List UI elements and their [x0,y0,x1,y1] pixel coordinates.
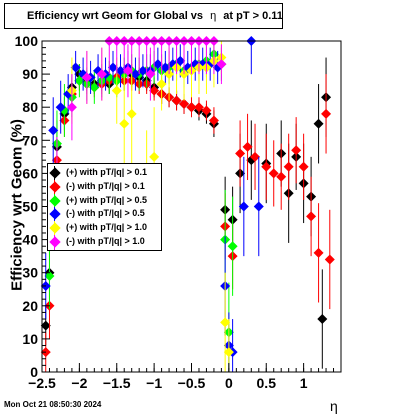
x-tick-label: −2.5 [28,375,56,391]
data-point [108,62,119,73]
legend-marker [49,236,61,248]
x-tick-label: 0.5 [257,375,277,391]
data-point [313,118,324,129]
title-suffix: at pT > 0.11 [223,10,283,22]
legend-marker [49,194,61,207]
x-tick-label: −0.5 [178,375,206,391]
data-point [122,65,133,76]
y-tick-label: 40 [22,232,38,248]
data-point [227,241,238,252]
y-tick-label: 10 [22,331,38,347]
data-point [126,108,137,119]
data-point [44,271,55,282]
data-point [313,247,324,258]
legend-label: (-) with pT/|q| > 0.5 [66,208,145,219]
data-point [250,151,261,162]
y-tick-label: 30 [22,265,38,281]
data-point [291,145,302,156]
legend-entry: (+) with pT/|q| > 0.5 [48,193,161,209]
x-tick-label: −1 [146,375,162,391]
data-point [74,75,85,86]
data-point [201,105,212,116]
x-tick-label: 0 [225,375,233,391]
legend-entry: (-) with pT/|q| > 1.0 [48,235,161,250]
title-prefix: Efficiency wrt Geom for Global vs [27,10,204,22]
y-tick-label: 90 [22,66,38,82]
legend: (+) with pT/|q| > 0.1 (-) with pT/|q| > 0… [47,163,162,251]
data-point [149,85,160,96]
data-point [152,59,163,70]
plot-title: Efficiency wrt Geom for Global vs η at p… [27,10,283,22]
data-point [55,102,66,113]
legend-label: (+) with pT/|q| > 1.0 [66,222,148,233]
data-point [89,82,100,93]
data-point [324,254,335,265]
data-point [242,141,253,152]
data-point [59,105,70,116]
data-point [317,314,328,325]
data-point [137,65,148,76]
data-point [306,211,317,222]
legend-marker [49,167,61,179]
x-tick-label: −2 [71,375,87,391]
data-point [298,161,309,172]
legend-marker [49,208,61,221]
y-tick-label: 100 [15,33,39,49]
legend-marker [49,222,61,234]
y-tick-label: 20 [22,298,38,314]
title-eta: η [210,10,217,22]
legend-entry: (-) with pT/|q| > 0.1 [48,179,161,195]
data-point [171,95,182,106]
data-point [268,168,279,179]
data-point [235,148,246,159]
data-point [111,85,122,96]
legend-entry: (-) with pT/|q| > 0.5 [48,207,161,223]
data-point [186,102,197,113]
legend-label: (-) with pT/|q| > 0.1 [66,180,145,191]
data-point [115,65,126,76]
legend-marker [49,181,61,193]
data-point [119,118,130,129]
data-point [321,108,332,119]
plot-title-box: Efficiency wrt Geom for Global vs η at p… [4,3,283,29]
data-point [66,102,77,113]
y-axis-title: Efficiency wrt Geom (%) [8,119,26,291]
data-point [48,125,59,136]
legend-label: (-) with pT/|q| > 1.0 [66,236,145,246]
y-tick-label: 0 [30,364,38,380]
y-tick-label: 50 [22,199,38,215]
timestamp: Mon Oct 21 08:50:30 2024 [4,400,102,409]
data-point [216,59,227,70]
data-point [253,201,264,212]
data-point [96,69,107,80]
legend-label: (+) with pT/|q| > 0.5 [66,194,148,205]
data-point [276,171,287,182]
data-point [81,72,92,83]
data-point [149,151,160,162]
legend-entry: (+) with pT/|q| > 0.1 [48,166,161,181]
legend-label: (+) with pT/|q| > 0.1 [66,167,148,177]
data-point [283,161,294,172]
y-tick-label: 70 [22,132,38,148]
data-point [179,98,190,109]
data-point [208,115,219,126]
data-point [160,62,171,73]
x-tick-label: 1 [300,375,308,391]
data-point [223,347,234,358]
y-tick-label: 60 [22,165,38,181]
data-point [193,102,204,113]
legend-entry: (+) with pT/|q| > 1.0 [48,221,161,237]
data-point [238,201,249,212]
data-point [130,69,141,80]
data-point [70,62,81,73]
y-tick-label: 80 [22,99,38,115]
data-point [175,55,186,66]
data-point [145,69,156,80]
x-tick-label: −1.5 [103,375,131,391]
data-point [220,317,231,328]
data-point [261,161,272,172]
x-axis-title: η [330,398,338,414]
data-point [156,79,167,90]
